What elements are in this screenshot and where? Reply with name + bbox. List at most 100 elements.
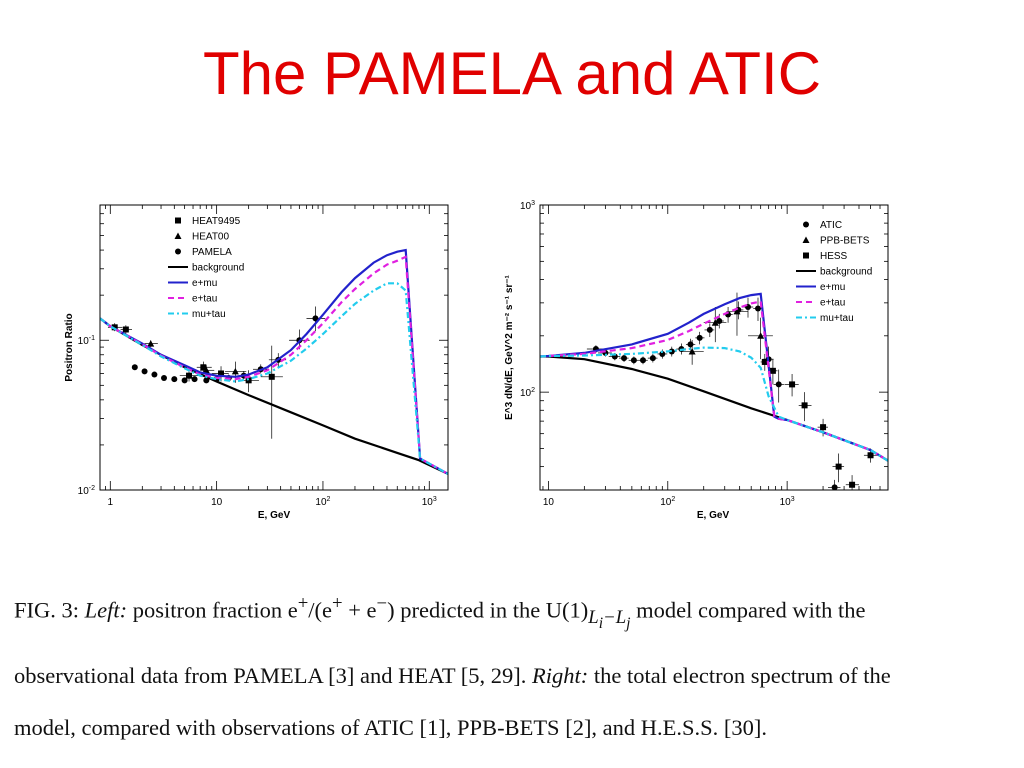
legend-label: e+mu	[820, 282, 845, 293]
point-marker	[687, 341, 694, 348]
series-line	[540, 355, 888, 462]
x-tick-label: 103	[422, 496, 437, 508]
point-marker	[639, 357, 646, 364]
data-point	[845, 475, 859, 490]
point-marker	[711, 319, 719, 326]
point-marker	[831, 484, 838, 490]
data-point	[647, 353, 658, 363]
data-point	[306, 306, 326, 332]
data-point	[141, 368, 148, 375]
x-tick-label: 102	[315, 496, 330, 508]
caption-line-1: FIG. 3: Left: positron fraction e+/(e+ +…	[14, 593, 866, 632]
legend-item: mu+tau	[168, 309, 226, 320]
plot-area	[100, 248, 448, 475]
point-marker	[203, 377, 210, 384]
data-point	[704, 323, 715, 338]
y-tick-label: 102	[520, 387, 535, 399]
data-point	[260, 345, 283, 439]
point-marker	[769, 367, 776, 374]
data-point	[120, 325, 133, 335]
point-marker	[688, 347, 696, 355]
point-marker	[867, 452, 874, 459]
point-marker	[147, 340, 155, 347]
legend-item: e+mu	[168, 278, 217, 289]
data-point	[144, 340, 158, 348]
y-tick-label: 103	[520, 200, 535, 212]
point-marker	[820, 424, 827, 431]
figure-caption: FIG. 3: Left: positron fraction e+/(e+ +…	[14, 578, 1014, 754]
series-line	[100, 282, 448, 475]
plot-area	[540, 292, 888, 490]
legend-label: e+tau	[192, 294, 217, 305]
point-marker	[245, 377, 252, 384]
point-marker	[849, 481, 856, 488]
legend-item: background	[168, 263, 244, 274]
data-point	[784, 374, 799, 397]
point-marker	[181, 377, 188, 384]
legend-label: HESS	[820, 251, 848, 262]
data-point	[638, 356, 648, 365]
point-marker	[696, 334, 703, 341]
x-tick-label: 10	[211, 497, 223, 508]
legend: HEAT9495 HEAT00 PAMELA background e+mu e+tau m…	[168, 216, 244, 320]
data-point	[171, 376, 178, 383]
data-point	[681, 339, 704, 365]
data-point	[203, 377, 210, 384]
data-point	[832, 453, 845, 483]
legend-label: background	[820, 267, 872, 278]
legend-label: mu+tau	[192, 309, 226, 320]
data-point	[628, 356, 639, 365]
legend-item: PPB-BETS	[802, 236, 870, 247]
data-point	[181, 377, 188, 384]
legend-label: e+mu	[192, 278, 217, 289]
point-marker	[268, 373, 275, 380]
point-marker	[141, 368, 148, 375]
point-marker	[621, 355, 628, 362]
point-marker	[186, 372, 193, 379]
point-marker	[659, 350, 666, 357]
point-marker	[761, 358, 768, 365]
legend-label: mu+tau	[820, 313, 854, 324]
point-marker	[789, 381, 796, 388]
data-point	[828, 479, 841, 490]
data-point	[191, 376, 198, 383]
point-marker	[171, 376, 178, 383]
data-point	[798, 392, 812, 422]
legend-marker	[803, 221, 809, 228]
caption-line-3: model, compared with observations of ATI…	[14, 714, 768, 740]
point-marker	[131, 364, 138, 371]
point-marker	[706, 326, 713, 333]
legend-marker	[175, 248, 181, 255]
data-point	[817, 418, 829, 437]
slide-title: The PAMELA and ATIC	[202, 40, 822, 107]
point-marker	[312, 315, 319, 322]
legend-item: HEAT00	[174, 232, 229, 243]
point-marker	[733, 307, 741, 315]
point-marker	[161, 374, 168, 381]
plot-frame	[99, 204, 449, 491]
point-marker	[835, 463, 842, 470]
legend-label: HEAT9495	[192, 216, 241, 227]
y-axis-label: E^3 dN/dE, GeV^2 m⁻² s⁻¹ sr⁻¹	[504, 274, 515, 419]
legend-item: PAMELA	[175, 247, 232, 258]
y-axis-label: Positron Ratio	[64, 313, 75, 381]
point-marker	[111, 324, 118, 331]
legend-marker	[803, 252, 809, 259]
legend-marker	[175, 217, 181, 224]
x-axis-label: E, GeV	[697, 510, 730, 521]
data-point	[695, 331, 705, 345]
legend-marker	[174, 232, 182, 239]
point-marker	[200, 364, 207, 371]
legend-label: HEAT00	[192, 232, 229, 243]
series-line	[100, 317, 448, 475]
data-point	[131, 364, 138, 371]
point-marker	[202, 366, 210, 374]
series-line	[100, 255, 448, 475]
positron-ratio-chart: 1 10 102 103 10-2 10-1 E, GeV Positron Ratio HEA…	[64, 204, 449, 521]
x-tick-label: 103	[780, 496, 795, 508]
series-line	[100, 248, 448, 475]
series-line	[540, 346, 888, 462]
data-point	[743, 297, 754, 318]
x-tick-label: 102	[660, 496, 675, 508]
legend-item: HESS	[803, 251, 848, 262]
